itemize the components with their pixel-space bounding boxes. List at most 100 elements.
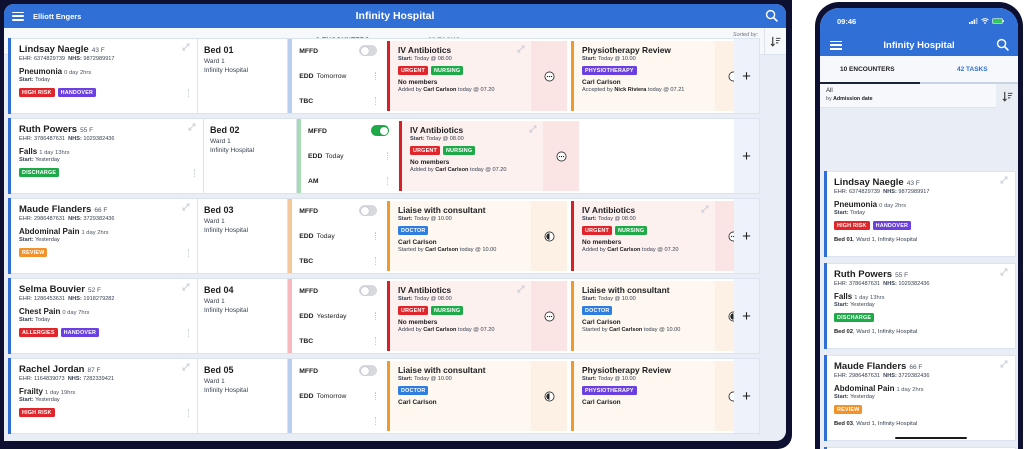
encounter-row[interactable]: Ruth Powers 55 F EHR: 3786487631 NHS: 102… (8, 118, 760, 194)
sort-button[interactable] (764, 28, 786, 55)
task-card[interactable]: Physiotherapy Review Start: Today @ 10.0… (571, 361, 751, 431)
task-status-button[interactable] (531, 281, 567, 351)
sort-button[interactable] (996, 84, 1018, 108)
tab-tasks[interactable]: 42 TASKS (957, 66, 988, 73)
add-task-button[interactable]: + (734, 119, 759, 193)
user-name[interactable]: Elliott Engers (33, 11, 82, 21)
task-card[interactable]: Physiotherapy Review Start: Today @ 10.0… (571, 41, 751, 111)
half-circle-icon[interactable] (544, 231, 555, 242)
expand-icon[interactable] (182, 363, 190, 371)
mffd-toggle[interactable] (359, 205, 377, 216)
discharge-time-row[interactable] (292, 409, 383, 434)
search-icon[interactable] (996, 38, 1009, 51)
expand-icon[interactable] (529, 125, 537, 133)
edd-row[interactable]: EDD Today (301, 144, 395, 169)
mffd-toggle[interactable] (359, 45, 377, 56)
more-vertical-icon[interactable] (187, 89, 190, 97)
task-card[interactable]: IV Antibiotics Start: Today @ 08.00 URGE… (387, 281, 567, 351)
mffd-toggle[interactable] (359, 365, 377, 376)
discharge-time-row[interactable]: TBC (292, 249, 383, 274)
edd-row[interactable]: EDD Tomorrow (292, 384, 383, 409)
patient-info[interactable]: Lindsay Naegle 43 F EHR: 6374829739 NHS: … (9, 39, 198, 113)
patient-info[interactable]: Selma Bouvier 52 F EHR: 1286453631 NHS: 1… (9, 279, 198, 353)
bed-info[interactable]: Bed 05 Ward 1 Infinity Hospital (198, 359, 289, 433)
edd-row[interactable]: EDD Today (292, 224, 383, 249)
encounter-card[interactable]: Lindsay Naegle 43 F EHR: 6374829739 NHS: … (824, 171, 1016, 257)
hamburger-icon[interactable] (12, 11, 24, 21)
tag-badge: DISCHARGE (834, 313, 875, 322)
more-vertical-icon[interactable] (187, 409, 190, 417)
patient-info[interactable]: Maude Flanders 66 F EHR: 2986487631 NHS: … (9, 199, 198, 273)
more-circle-icon[interactable] (556, 151, 567, 162)
search-icon[interactable] (765, 9, 778, 22)
hamburger-icon[interactable] (830, 40, 842, 50)
task-status-button[interactable] (531, 201, 567, 271)
bed-info[interactable]: Bed 03 Ward 1 Infinity Hospital (198, 199, 289, 273)
encounter-row[interactable]: Rachel Jordan 87 F EHR: 1164839073 NHS: 7… (8, 358, 760, 434)
expand-icon[interactable] (182, 283, 190, 291)
encounter-card[interactable]: Maude Flanders 66 F EHR: 2986487631 NHS: … (824, 355, 1016, 441)
task-activity: Added by Carl Carlson today @ 07.20 (398, 327, 495, 333)
expand-icon[interactable] (701, 205, 709, 213)
task-status-button[interactable] (531, 361, 567, 431)
task-card[interactable]: Liaise with consultant Start: Today @ 10… (571, 281, 751, 351)
more-circle-icon[interactable] (544, 311, 555, 322)
expand-icon[interactable] (517, 285, 525, 293)
tag-badge: HIGH RISK (19, 408, 55, 417)
more-vertical-icon[interactable] (187, 249, 190, 257)
expand-icon[interactable] (517, 45, 525, 53)
task-start: Start: Today @ 08.00 (398, 56, 452, 62)
task-card[interactable]: IV Antibiotics Start: Today @ 08.00 URGE… (571, 201, 751, 271)
duration: 1 day 13hrs (854, 295, 885, 301)
expand-icon[interactable] (1000, 176, 1008, 184)
expand-icon[interactable] (182, 43, 190, 51)
add-task-button[interactable]: + (734, 279, 759, 353)
tab-encounters[interactable]: 10 ENCOUNTERS (840, 66, 895, 73)
more-circle-icon[interactable] (544, 71, 555, 82)
edd-row[interactable]: EDD Yesterday (292, 304, 383, 329)
task-status-button[interactable] (531, 41, 567, 111)
task-card[interactable]: IV Antibiotics Start: Today @ 08.00 URGE… (399, 121, 579, 191)
add-task-button[interactable]: + (734, 199, 759, 273)
task-list: IV Antibiotics Start: Today @ 08.00 URGE… (383, 39, 759, 113)
half-circle-icon[interactable] (544, 391, 555, 402)
task-card[interactable]: Liaise with consultant Start: Today @ 10… (387, 201, 567, 271)
expand-icon[interactable] (1000, 360, 1008, 368)
bed-info[interactable]: Bed 04 Ward 1 Infinity Hospital (198, 279, 289, 353)
mffd-toggle[interactable] (359, 285, 377, 296)
bed-info[interactable]: Bed 01 Ward 1 Infinity Hospital (198, 39, 289, 113)
mffd-toggle[interactable] (371, 125, 389, 136)
task-card[interactable]: IV Antibiotics Start: Today @ 08.00 URGE… (387, 41, 567, 111)
task-card[interactable]: Liaise with consultant Start: Today @ 10… (387, 361, 567, 431)
expand-icon[interactable] (1000, 268, 1008, 276)
discharge-time-row[interactable]: TBC (292, 329, 383, 354)
filter-bar[interactable]: All by Admission date (820, 84, 1018, 108)
bed-location: Ward 1 Infinity Hospital (203, 378, 249, 394)
tag-badge: DOCTOR (398, 386, 429, 395)
encounter-start: Start: Yesterday (834, 302, 875, 308)
encounter-card[interactable]: Ruth Powers 55 F EHR: 3786487631 NHS: 102… (824, 263, 1016, 349)
expand-icon[interactable] (182, 203, 190, 211)
task-status-button[interactable] (543, 121, 579, 191)
encounter-row[interactable]: Maude Flanders 66 F EHR: 2986487631 NHS: … (8, 198, 760, 274)
discharge-time-row[interactable]: TBC (292, 89, 383, 114)
more-vertical-icon[interactable] (187, 329, 190, 337)
bed-location: Ward 1 Infinity Hospital (203, 298, 249, 314)
task-assignee: Carl Carlson (582, 79, 621, 86)
patient-info[interactable]: Rachel Jordan 87 F EHR: 1164839073 NHS: 7… (9, 359, 198, 433)
bed-info[interactable]: Bed 02 Ward 1 Infinity Hospital (204, 119, 297, 193)
encounter-row[interactable]: Selma Bouvier 52 F EHR: 1286453631 NHS: 1… (8, 278, 760, 354)
add-task-button[interactable]: + (734, 39, 759, 113)
edd-row[interactable]: EDD Tomorrow (292, 64, 383, 89)
discharge-time-row[interactable]: AM (301, 169, 395, 194)
expand-icon[interactable] (188, 123, 196, 131)
patient-age-sex: 66 F (94, 207, 108, 214)
tag-badge: URGENT (410, 146, 440, 155)
encounter-row[interactable]: Lindsay Naegle 43 F EHR: 6374829739 NHS: … (8, 38, 760, 114)
add-task-button[interactable]: + (734, 359, 759, 433)
patient-name: Maude Flanders 66 F (19, 204, 108, 215)
home-indicator[interactable] (895, 436, 967, 439)
patient-info[interactable]: Ruth Powers 55 F EHR: 3786487631 NHS: 102… (9, 119, 204, 193)
more-vertical-icon[interactable] (194, 169, 196, 177)
